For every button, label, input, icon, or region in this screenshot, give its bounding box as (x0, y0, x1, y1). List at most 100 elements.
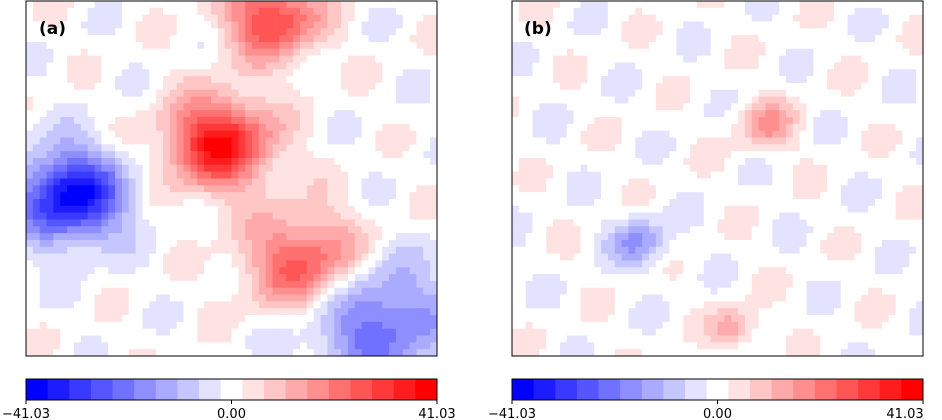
heatmap-cell-p1-58-11 (909, 76, 917, 84)
heatmap-cell-p0-54-0 (395, 1, 404, 9)
heatmap-cell-p1-51-5 (861, 35, 869, 43)
heatmap-cell-p1-26-18 (690, 123, 698, 132)
heatmap-cell-p1-59-0 (916, 1, 923, 9)
heatmap-cell-p1-24-28 (676, 192, 684, 200)
heatmap-cell-p1-55-20 (888, 137, 897, 145)
heatmap-cell-p1-18-1 (635, 7, 643, 16)
heatmap-cell-p0-57-37 (416, 253, 424, 262)
heatmap-cell-p1-28-20 (703, 137, 712, 145)
heatmap-cell-p0-59-24 (430, 164, 437, 173)
heatmap-cell-p0-56-20 (409, 137, 418, 145)
heatmap-cell-p1-23-10 (669, 69, 677, 77)
heatmap-cell-p1-24-24 (676, 164, 684, 173)
heatmap-cell-p0-53-17 (389, 117, 397, 125)
heatmap-cell-p0-26-40 (204, 274, 212, 282)
heatmap-cell-p0-13-22 (115, 151, 123, 159)
heatmap-cell-p0-11-34 (101, 233, 109, 241)
heatmap-cell-p1-6-21 (553, 144, 561, 152)
heatmap-cell-p1-14-12 (607, 82, 616, 91)
heatmap-cell-p0-54-22 (395, 151, 404, 159)
heatmap-cell-p1-30-27 (717, 185, 725, 193)
heatmap-cell-p0-20-0 (163, 1, 171, 9)
heatmap-cell-p0-46-27 (341, 185, 349, 193)
heatmap-cell-p0-38-29 (286, 198, 294, 207)
heatmap-cell-p0-28-25 (217, 171, 226, 180)
heatmap-cell-p0-16-11 (135, 76, 144, 84)
heatmap-cell-p0-47-14 (347, 96, 356, 105)
heatmap-cell-p0-8-19 (80, 130, 89, 139)
heatmap-cell-p0-30-31 (231, 212, 239, 221)
heatmap-cell-p0-24-41 (190, 280, 198, 289)
heatmap-cell-p1-36-20 (758, 137, 767, 145)
heatmap-cell-p1-10-23 (580, 158, 588, 166)
heatmap-cell-p0-50-49 (368, 335, 376, 343)
heatmap-cell-p1-46-23 (827, 158, 835, 166)
heatmap-cell-p1-5-11 (546, 76, 554, 84)
heatmap-cell-p0-11-8 (101, 55, 109, 64)
heatmap-cell-p0-50-9 (368, 62, 376, 70)
heatmap-cell-p0-44-10 (327, 69, 335, 77)
heatmap-cell-p1-11-14 (587, 96, 595, 105)
heatmap-cell-p0-27-16 (210, 110, 219, 118)
heatmap-cell-p0-54-29 (395, 198, 404, 207)
heatmap-cell-p0-21-51 (169, 349, 178, 356)
heatmap-cell-p1-6-1 (553, 7, 561, 16)
heatmap-cell-p0-13-9 (115, 62, 123, 70)
heatmap-cell-p0-3-45 (46, 308, 54, 316)
heatmap-cell-p0-43-47 (320, 321, 328, 330)
heatmap-cell-p1-30-24 (717, 164, 725, 173)
heatmap-cell-p0-41-1 (306, 7, 315, 16)
heatmap-cell-p1-47-20 (833, 137, 842, 145)
heatmap-cell-p0-50-5 (368, 35, 376, 43)
heatmap-cell-p0-30-50 (231, 342, 239, 350)
heatmap-cell-p0-10-36 (94, 246, 102, 255)
heatmap-cell-p0-43-16 (320, 110, 328, 118)
heatmap-cell-p0-41-15 (306, 103, 315, 111)
heatmap-cell-p0-31-43 (238, 294, 246, 302)
heatmap-cell-p1-53-13 (875, 89, 883, 98)
heatmap-cell-p0-12-23 (108, 158, 116, 166)
heatmap-cell-p0-26-35 (204, 239, 212, 248)
heatmap-cell-p0-10-16 (94, 110, 102, 118)
heatmap-cell-p0-57-9 (416, 62, 424, 70)
heatmap-cell-p1-32-19 (731, 130, 739, 139)
heatmap-cell-p0-33-18 (252, 123, 260, 132)
heatmap-cell-p1-22-12 (662, 82, 671, 91)
heatmap-cell-p1-12-6 (594, 41, 602, 50)
heatmap-cell-p0-12-45 (108, 308, 116, 316)
heatmap-cell-p0-24-15 (190, 103, 198, 111)
heatmap-cell-p0-2-19 (39, 130, 48, 139)
heatmap-cell-p0-51-33 (375, 226, 383, 234)
heatmap-cell-p0-17-18 (142, 123, 150, 132)
heatmap-cell-p0-3-24 (46, 164, 54, 173)
heatmap-cell-p0-2-3 (39, 21, 48, 29)
heatmap-cell-p0-42-51 (313, 349, 322, 356)
heatmap-cell-p0-24-7 (190, 48, 198, 57)
heatmap-cell-p0-39-23 (293, 158, 301, 166)
heatmap-cell-p1-16-1 (621, 7, 630, 16)
heatmap-cell-p0-50-19 (368, 130, 376, 139)
heatmap-cell-p0-58-20 (423, 137, 431, 145)
heatmap-cell-p1-5-13 (546, 89, 554, 98)
heatmap-cell-p1-2-7 (525, 48, 534, 57)
heatmap-cell-p0-30-27 (231, 185, 239, 193)
heatmap-cell-p1-26-15 (690, 103, 698, 111)
heatmap-cell-p0-38-16 (286, 110, 294, 118)
heatmap-cell-p0-44-31 (327, 212, 335, 221)
heatmap-cell-p1-35-27 (751, 185, 760, 193)
heatmap-cell-p0-40-27 (300, 185, 308, 193)
heatmap-cell-p0-28-35 (217, 239, 226, 248)
heatmap-cell-p1-57-16 (902, 110, 910, 118)
heatmap-cell-p1-25-15 (683, 103, 691, 111)
heatmap-cell-p0-13-12 (115, 82, 123, 91)
heatmap-cell-p1-3-18 (532, 123, 540, 132)
heatmap-cell-p0-4-7 (53, 48, 61, 57)
heatmap-cell-p0-54-27 (395, 185, 404, 193)
heatmap-cell-p1-32-13 (731, 89, 739, 98)
heatmap-cell-p0-5-27 (60, 185, 68, 193)
heatmap-cell-p0-38-30 (286, 205, 294, 214)
heatmap-cell-p1-53-1 (875, 7, 883, 16)
heatmap-cell-p0-28-30 (217, 205, 226, 214)
heatmap-cell-p0-47-51 (347, 349, 356, 356)
heatmap-cell-p0-54-13 (395, 89, 404, 98)
